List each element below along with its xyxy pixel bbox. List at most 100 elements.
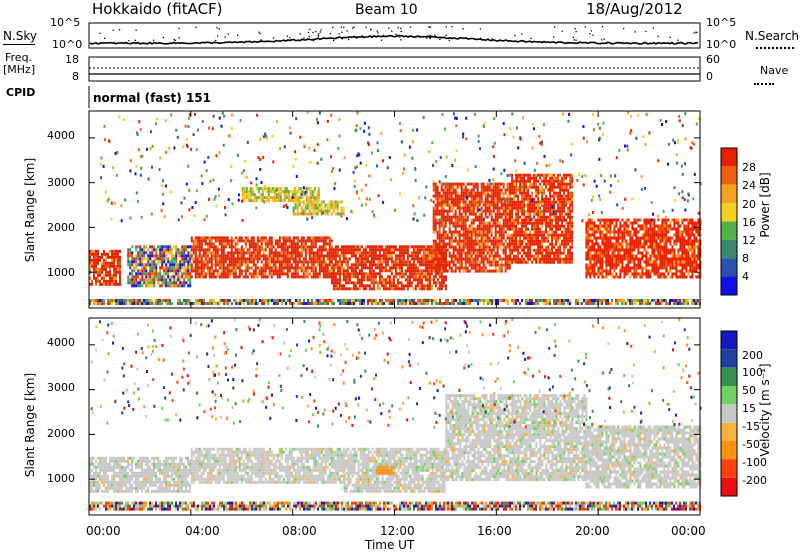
data-cell [214,248,217,252]
data-cell [452,230,455,234]
data-cell [314,254,317,258]
data-cell [145,257,148,261]
data-cell [525,299,527,302]
data-cell [559,182,562,186]
nsearch-dot [429,37,431,40]
nsearch-dot [376,36,378,38]
data-cell [529,200,532,204]
data-cell [93,267,95,271]
data-cell [457,302,459,305]
nsearch-dot [99,32,101,34]
nsearch-dot [364,36,366,38]
data-cell [324,245,327,249]
velocity-ytick-4000: 4000 [47,336,75,349]
data-cell [462,188,465,192]
data-cell [609,224,612,228]
data-cell [113,255,115,259]
data-cell [571,242,574,246]
data-cell [428,266,431,270]
data-cell [428,263,431,267]
data-cell [637,251,640,255]
data-cell [228,251,231,255]
data-cell [226,263,229,267]
data-cell [320,251,323,255]
data-cell [635,266,638,270]
data-cell [119,270,121,274]
data-cell [456,182,459,186]
data-cell [496,218,499,222]
data-cell [244,236,247,240]
data-cell [505,299,507,302]
data-cell [416,245,419,249]
data-cell [422,272,425,276]
data-cell [615,218,618,222]
data-cell [585,269,588,273]
data-cell [623,251,626,255]
data-cell [266,263,269,267]
data-cell [494,197,497,201]
data-cell [310,239,313,243]
data-cell [263,302,265,305]
nsearch-dot [338,33,340,35]
data-cell [127,254,130,258]
data-cell [492,245,495,249]
data-cell [476,182,479,186]
data-cell [161,299,163,302]
data-cell [410,257,413,261]
data-cell [641,272,644,276]
data-cell [210,257,213,261]
data-cell [521,188,524,192]
data-cell [213,299,215,302]
data-cell [350,266,353,270]
data-cell [563,257,566,261]
data-cell [431,302,433,305]
data-cell [492,260,495,264]
data-cell [354,269,357,273]
data-cell [547,254,550,258]
data-cell [412,257,415,261]
data-cell [506,206,509,210]
data-cell [527,206,530,210]
data-cell [537,209,540,213]
data-cell [404,269,407,273]
data-cell [370,257,373,261]
data-cell [498,212,501,216]
data-cell [240,263,243,267]
data-cell [228,275,231,279]
data-cell [458,251,461,255]
data-cell [171,248,174,252]
nsearch-dot [434,34,436,36]
data-cell [368,245,371,249]
data-cell [645,233,648,237]
data-cell [350,272,353,276]
data-cell [633,269,636,273]
data-cell [507,302,509,305]
data-cell [442,227,445,231]
data-cell [557,299,559,302]
data-cell [506,209,509,213]
data-cell [442,206,445,210]
data-cell [444,248,447,252]
data-cell [615,302,617,305]
data-cell [498,224,501,228]
data-cell [442,269,445,273]
data-cell [346,275,349,279]
data-cell [484,200,487,204]
data-cell [621,239,624,243]
data-cell [196,263,199,267]
data-cell [492,203,495,207]
data-cell [471,299,473,302]
data-cell [362,248,365,252]
data-cell [535,173,538,177]
data-cell [456,224,459,228]
data-cell [386,275,389,279]
data-cell [127,263,130,267]
data-cell [506,194,509,198]
data-cell [290,263,293,267]
nsearch-dot [340,26,342,28]
data-cell [167,251,170,255]
data-cell [456,191,459,195]
data-cell [458,248,461,252]
data-cell [119,299,121,302]
data-cell [355,299,357,302]
